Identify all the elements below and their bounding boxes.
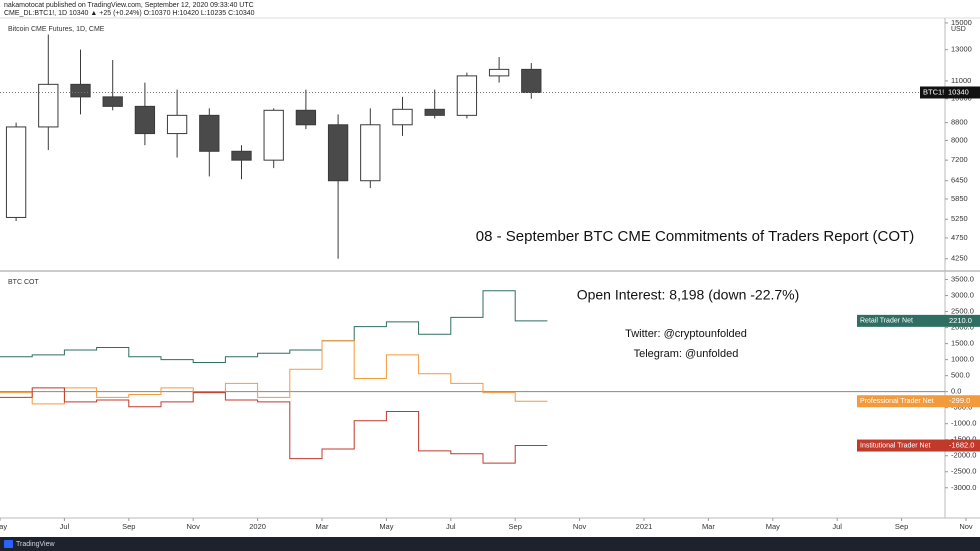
candle-body: [521, 68, 542, 93]
price-box: [920, 86, 980, 99]
y-tick-label: -3000.0: [951, 483, 976, 492]
candle-body: [360, 124, 381, 182]
y-tick-label: 8000: [951, 135, 968, 144]
header-line: nakamotocat published on TradingView.com…: [4, 2, 254, 9]
unit-label: USD: [951, 26, 966, 33]
annotation: Twitter: @cryptounfolded: [625, 328, 747, 340]
x-tick-label: May: [766, 522, 780, 531]
y-tick-label: 5250: [951, 214, 968, 223]
series-label-box: [857, 314, 980, 327]
x-tick-label: Nov: [187, 522, 201, 531]
legend-entry: Professional Trader Net: [860, 398, 934, 405]
candle-body: [231, 150, 252, 161]
candle-body: [38, 83, 59, 128]
y-tick-label: 4750: [951, 233, 968, 242]
x-tick-label: May: [379, 522, 393, 531]
x-tick-label: Mar: [702, 522, 715, 531]
y-tick-label: -2500.0: [951, 467, 976, 476]
plot: [5, 34, 542, 259]
footer: [0, 537, 980, 551]
candle-body: [102, 96, 123, 107]
candle-body: [424, 108, 445, 116]
series-label-box: [857, 395, 980, 408]
y-tick-label: 13000: [951, 45, 972, 54]
y-tick-label: 0.0: [951, 387, 961, 396]
y-tick-label: 500.0: [951, 371, 970, 380]
x-tick-label: Jul: [446, 522, 456, 531]
value-label: -299.0: [949, 396, 970, 405]
y-tick-label: 15000: [951, 18, 972, 27]
x-tick-label: 2021: [636, 522, 653, 531]
pane-title: BTC COT: [8, 279, 39, 286]
x-tick-label: May: [0, 522, 7, 531]
candle-body: [166, 114, 188, 135]
logo: [4, 540, 13, 548]
x-tick-label: Sep: [509, 522, 522, 531]
header-line: CME_DL:BTC1!, 1D 10340 ▲ +25 (+0.24%) O:…: [4, 10, 255, 17]
candle-body: [456, 75, 478, 116]
x-tick-label: Jul: [60, 522, 70, 531]
y-tick-label: -1500.0: [951, 435, 976, 444]
y-tick-label: 3000.0: [951, 291, 974, 300]
y-tick-label: 5850: [951, 194, 968, 203]
value-label: -1682.0: [949, 441, 974, 450]
annotation: Telegram: @unfolded: [634, 348, 739, 360]
candle-body: [295, 109, 317, 126]
candle-body: [392, 108, 413, 126]
step-line: [0, 290, 548, 364]
x-tick-label: 2020: [249, 522, 266, 531]
price-value: 10340: [948, 87, 969, 96]
y-tick-label: 4250: [951, 254, 968, 263]
legend-entry: Retail Trader Net: [860, 318, 913, 325]
step-line: [0, 387, 548, 464]
y-tick-label: 1000.0: [951, 355, 974, 364]
x-tick-label: Jul: [832, 522, 842, 531]
y-tick-label: 6450: [951, 176, 968, 185]
candle-body: [70, 83, 91, 98]
value-label: 2210.0: [949, 316, 972, 325]
x-tick-label: Nov: [959, 522, 973, 531]
candle-body: [327, 124, 349, 182]
y-tick-label: 2500.0: [951, 307, 974, 316]
y-tick-label: 8800: [951, 118, 968, 127]
candle-body: [263, 109, 284, 161]
plot: [0, 290, 548, 464]
pane-title: Bitcoin CME Futures, 1D, CME: [8, 26, 105, 33]
candle-body: [199, 114, 220, 152]
x-tick-label: Sep: [895, 522, 908, 531]
x-tick-label: Mar: [316, 522, 329, 531]
candle-body: [134, 105, 156, 135]
y-tick-label: 7200: [951, 155, 968, 164]
candle-body: [488, 68, 510, 77]
candle-body: [5, 126, 27, 218]
y-tick-label: -1000.0: [951, 419, 976, 428]
y-tick-label: 11000: [951, 76, 971, 85]
annotation: Open Interest: 8,198 (down -22.7%): [577, 287, 800, 303]
y-tick-label: 2000.0: [951, 323, 974, 332]
y-tick-label: 1500.0: [951, 339, 974, 348]
annotation: 08 - September BTC CME Commitments of Tr…: [476, 228, 914, 245]
x-tick-label: Nov: [573, 522, 587, 531]
series-label-box: [857, 439, 980, 452]
price-symbol: BTC1!: [923, 87, 944, 96]
step-line: [0, 340, 548, 405]
x-tick-label: Sep: [122, 522, 135, 531]
legend-entry: Institutional Trader Net: [860, 442, 930, 449]
y-tick-label: -2000.0: [951, 451, 976, 460]
y-tick-label: 3500.0: [951, 275, 974, 284]
footer-brand: TradingView: [16, 541, 55, 548]
